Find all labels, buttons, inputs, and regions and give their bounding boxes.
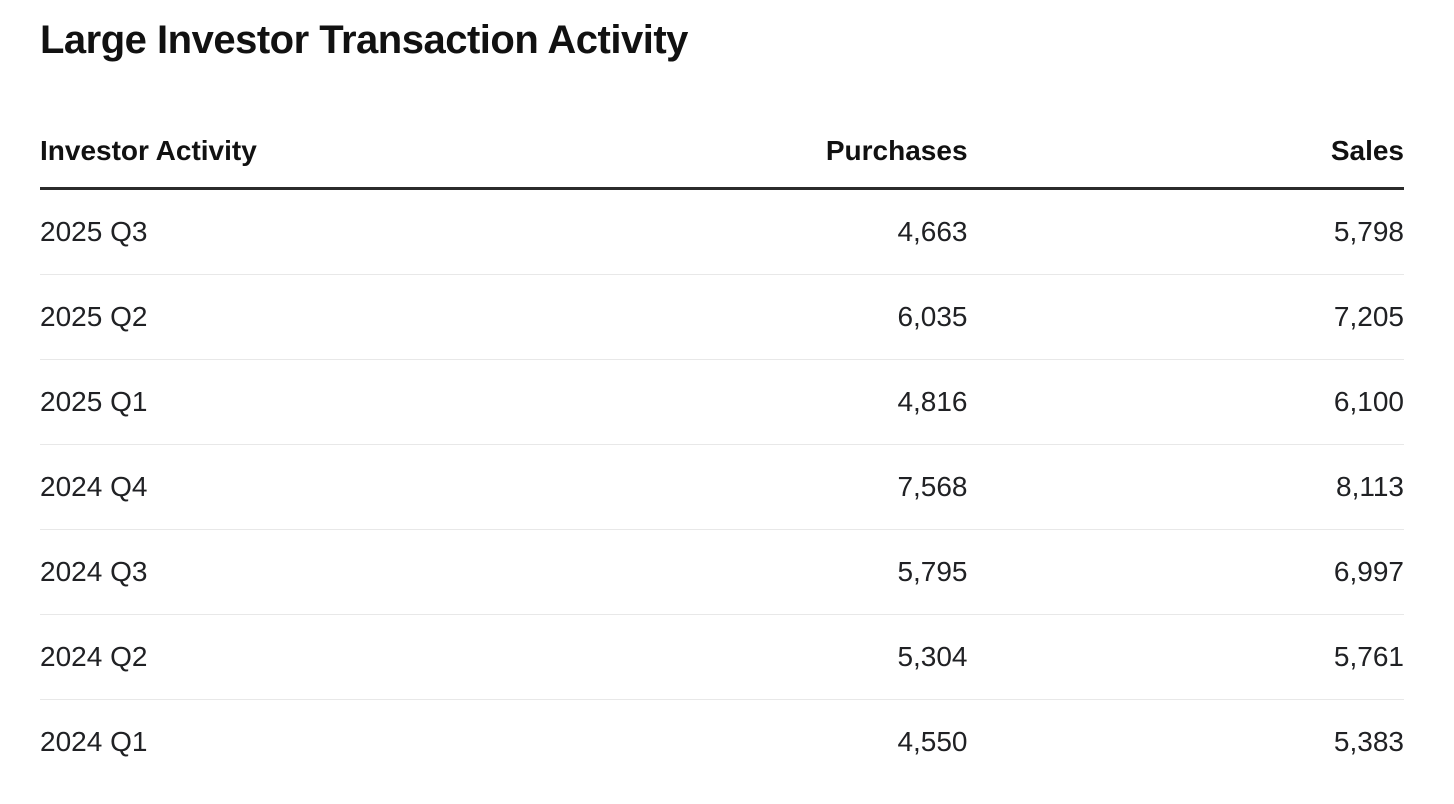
purchases-cell: 7,568 (897, 471, 968, 502)
column-header-sales: Sales (967, 135, 1404, 190)
sales-cell: 5,798 (1333, 216, 1404, 247)
investor-activity-table: Investor Activity Purchases Sales 2025 Q… (40, 135, 1404, 784)
table-row: 2024 Q2 5,304 5,761 (40, 615, 1404, 700)
period-cell: 2025 Q3 (40, 216, 148, 247)
table-row: 2024 Q1 4,550 5,383 (40, 700, 1404, 785)
purchases-cell: 4,663 (897, 216, 968, 247)
table-row: 2024 Q3 5,795 6,997 (40, 530, 1404, 615)
purchases-cell: 5,795 (897, 556, 968, 587)
sales-cell: 7,205 (1333, 301, 1404, 332)
sales-cell: 6,100 (1333, 386, 1404, 417)
sales-cell: 5,761 (1333, 641, 1404, 672)
page-title: Large Investor Transaction Activity (40, 18, 688, 62)
period-cell: 2024 Q4 (40, 471, 148, 502)
period-cell: 2024 Q1 (40, 726, 148, 757)
table-row: 2024 Q4 7,568 8,113 (40, 445, 1404, 530)
table-row: 2025 Q1 4,816 6,100 (40, 360, 1404, 445)
period-cell: 2024 Q2 (40, 641, 148, 672)
sales-cell: 8,113 (1336, 471, 1404, 502)
purchases-cell: 5,304 (897, 641, 968, 672)
sales-cell: 6,997 (1333, 556, 1404, 587)
period-cell: 2024 Q3 (40, 556, 148, 587)
purchases-cell: 4,816 (897, 386, 968, 417)
table-row: 2025 Q2 6,035 7,205 (40, 275, 1404, 360)
purchases-cell: 6,035 (897, 301, 968, 332)
period-cell: 2025 Q2 (40, 301, 148, 332)
table-header-row: Investor Activity Purchases Sales (40, 135, 1404, 190)
table-row: 2025 Q3 4,663 5,798 (40, 189, 1404, 275)
purchases-cell: 4,550 (897, 726, 968, 757)
table-header: Investor Activity Purchases Sales (40, 135, 1404, 190)
column-header-investor-activity: Investor Activity (40, 135, 654, 190)
period-cell: 2025 Q1 (40, 386, 148, 417)
table-body: 2025 Q3 4,663 5,798 2025 Q2 6,035 7,205 2025 Q… (40, 189, 1404, 785)
column-header-purchases: Purchases (653, 135, 968, 190)
sales-cell: 5,383 (1333, 726, 1404, 757)
